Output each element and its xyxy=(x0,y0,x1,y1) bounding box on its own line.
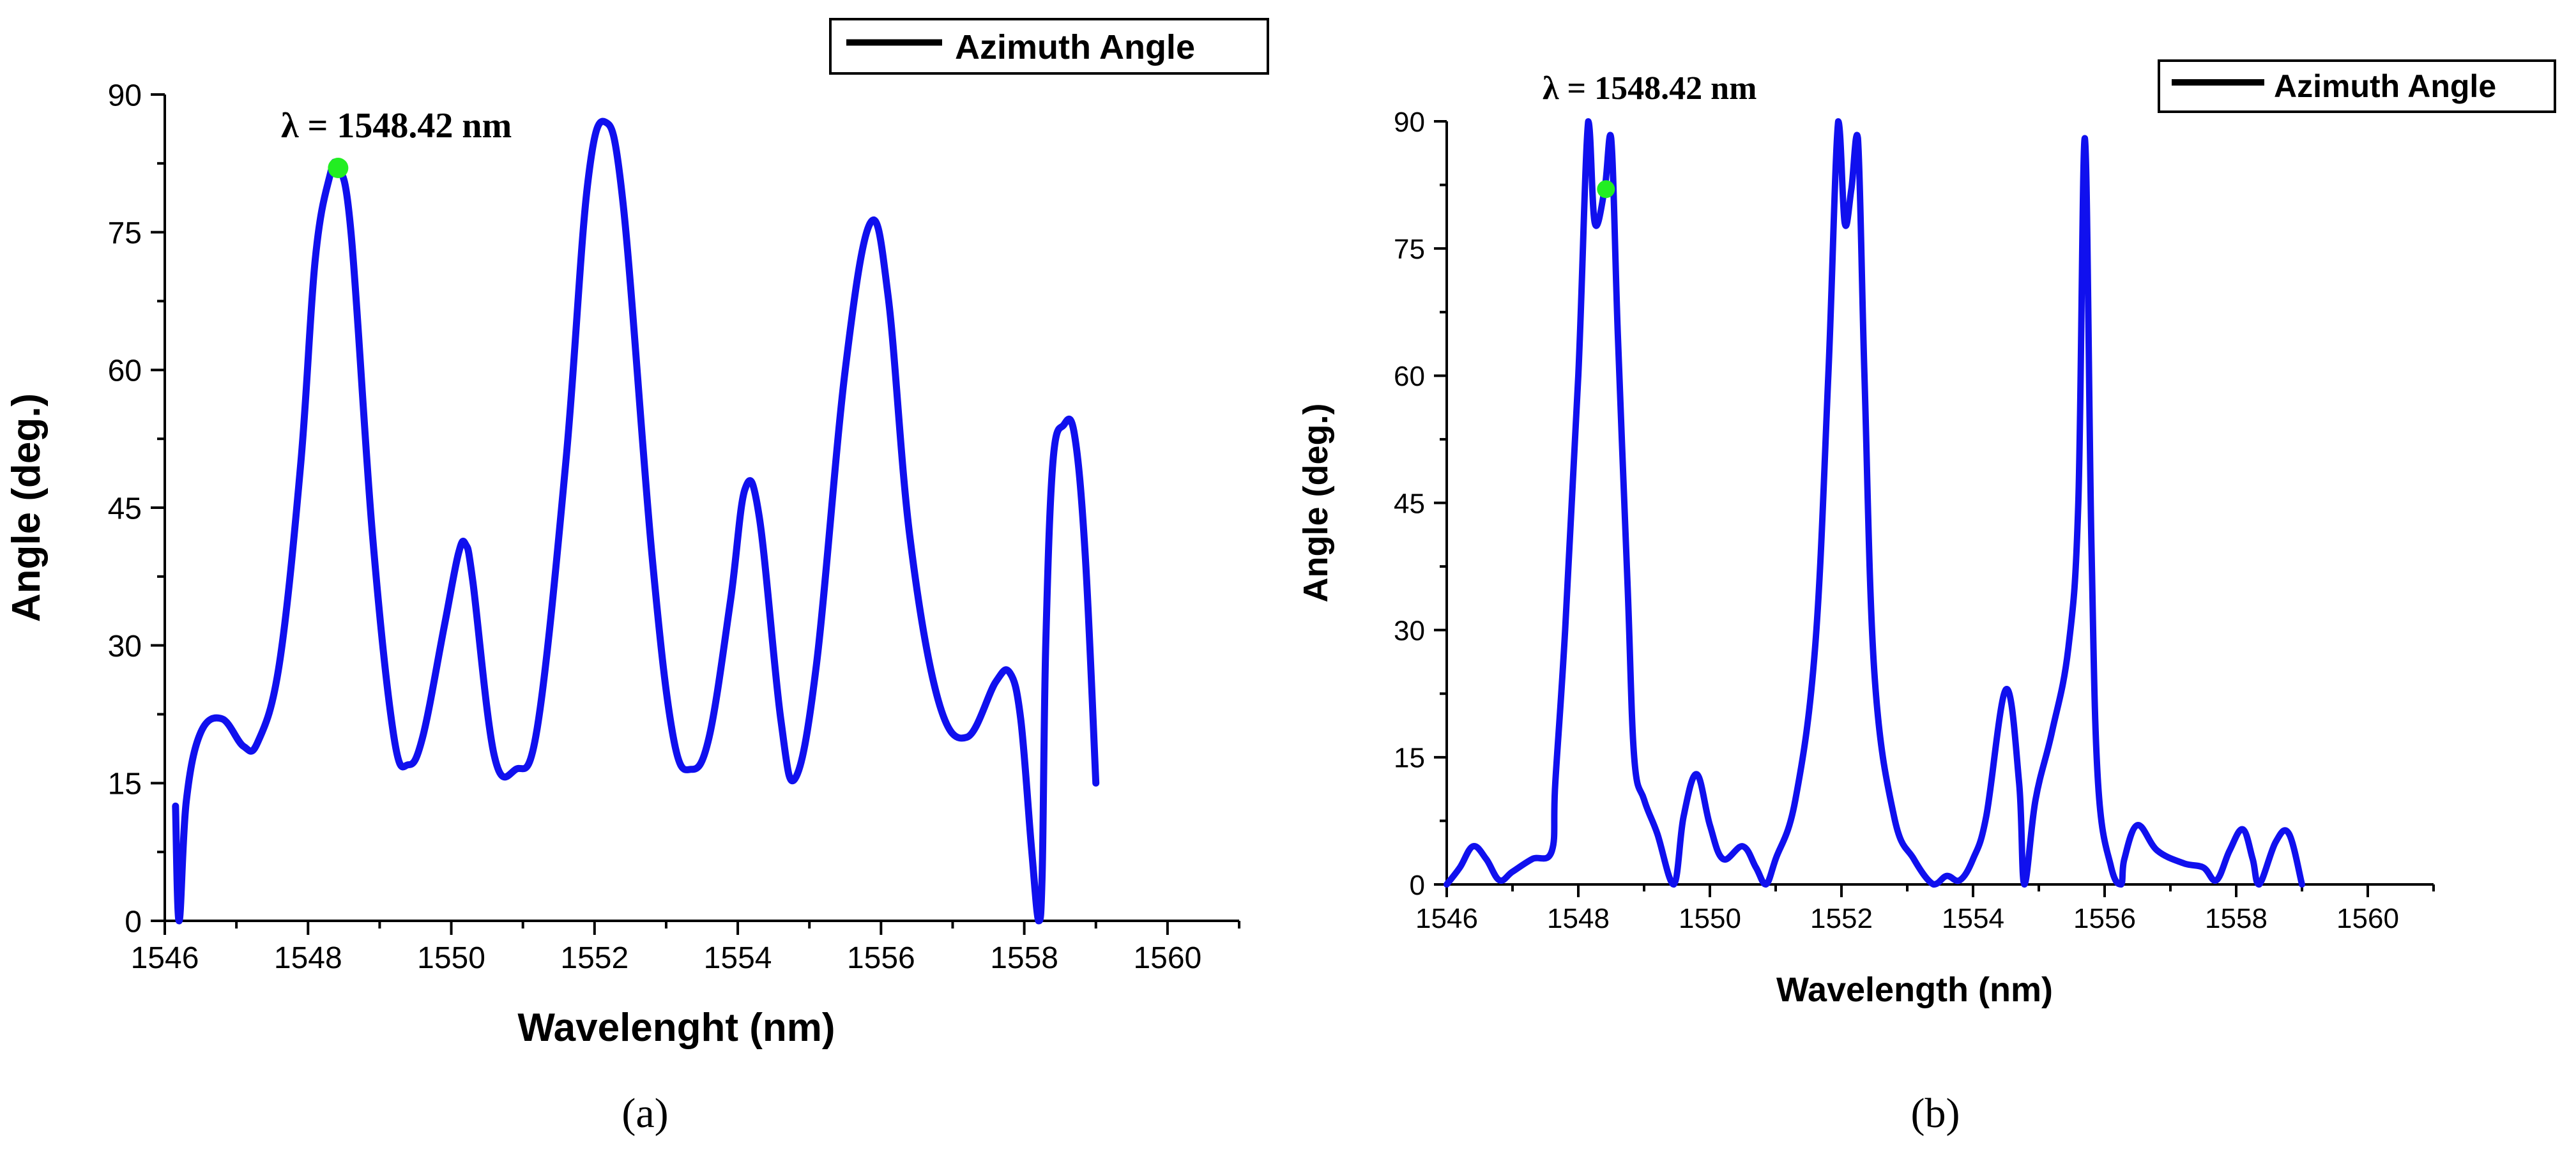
x-tick-label: 1548 xyxy=(1547,903,1610,934)
x-tick-label: 1556 xyxy=(847,941,915,975)
legend-label-a: Azimuth Angle xyxy=(955,28,1195,66)
panel-label-b: (b) xyxy=(1911,1090,1960,1137)
y-tick-label: 90 xyxy=(1394,107,1425,138)
y-tick-label: 75 xyxy=(108,216,142,250)
axes-b: 1546 1548 1550 1552 1554 1556 1558 1560 0 15 30 45 6… xyxy=(1394,107,2435,934)
y-tick-label: 0 xyxy=(125,905,142,939)
x-tick-label: 1548 xyxy=(274,941,342,975)
x-tick-label: 1558 xyxy=(990,941,1058,975)
y-tick-label: 90 xyxy=(108,79,142,112)
y-tick-label: 30 xyxy=(108,630,142,663)
x-tick-label: 1554 xyxy=(1942,903,2004,934)
y-tick-label: 60 xyxy=(1394,361,1425,392)
y-tick-label: 75 xyxy=(1394,234,1425,265)
x-tick-label: 1552 xyxy=(560,941,629,975)
series-line-b xyxy=(1444,118,2305,888)
x-tick-label: 1560 xyxy=(1133,941,1201,975)
legend-box-b xyxy=(2158,59,2556,113)
axes-a: 1546 1548 1550 1552 1554 1556 1558 1560 0 15 30 45 6… xyxy=(108,79,1240,975)
y-tick-label: 15 xyxy=(108,768,142,801)
x-tick-label: 1554 xyxy=(704,941,772,975)
x-tick-label: 1550 xyxy=(1679,903,1741,934)
x-tick-label: 1558 xyxy=(2205,903,2267,934)
chart-panel-b: 1546 1548 1550 1552 1554 1556 1558 1560 0 15 30 45 6… xyxy=(1297,59,2556,1137)
y-tick-label: 45 xyxy=(108,492,142,526)
peak-marker-a xyxy=(328,158,349,179)
chart-panel-a: 1546 1548 1550 1552 1554 1556 1558 1560 0 15 30 45 6… xyxy=(4,18,1269,1137)
y-tick-label: 60 xyxy=(108,354,142,388)
x-axis-label-b: Wavelength (nm) xyxy=(1776,971,2053,1009)
legend-label-b: Azimuth Angle xyxy=(2274,68,2496,104)
y-axis-label-b: Angle (deg.) xyxy=(1297,404,1335,603)
legend-box-a xyxy=(829,18,1269,75)
x-tick-label: 1556 xyxy=(2073,903,2136,934)
x-tick-label: 1546 xyxy=(1415,903,1478,934)
legend-b: Azimuth Angle xyxy=(2158,59,2556,113)
y-tick-label: 15 xyxy=(1394,743,1425,774)
annotation-a: λ = 1548.42 nm xyxy=(281,106,512,146)
series-line-a xyxy=(172,117,1100,925)
y-tick-label: 45 xyxy=(1394,488,1425,519)
annotation-b: λ = 1548.42 nm xyxy=(1543,70,1757,107)
x-axis-label-a: Wavelenght (nm) xyxy=(517,1006,835,1050)
x-tick-label: 1560 xyxy=(2336,903,2399,934)
legend-a: Azimuth Angle xyxy=(829,18,1269,75)
peak-marker-b xyxy=(1597,180,1615,199)
y-axis-label-a: Angle (deg.) xyxy=(4,393,49,622)
x-tick-label: 1546 xyxy=(131,941,199,975)
x-tick-label: 1550 xyxy=(417,941,485,975)
y-tick-label: 0 xyxy=(1410,870,1425,901)
x-tick-label: 1552 xyxy=(1810,903,1873,934)
panel-label-a: (a) xyxy=(621,1090,668,1137)
y-tick-label: 30 xyxy=(1394,616,1425,647)
